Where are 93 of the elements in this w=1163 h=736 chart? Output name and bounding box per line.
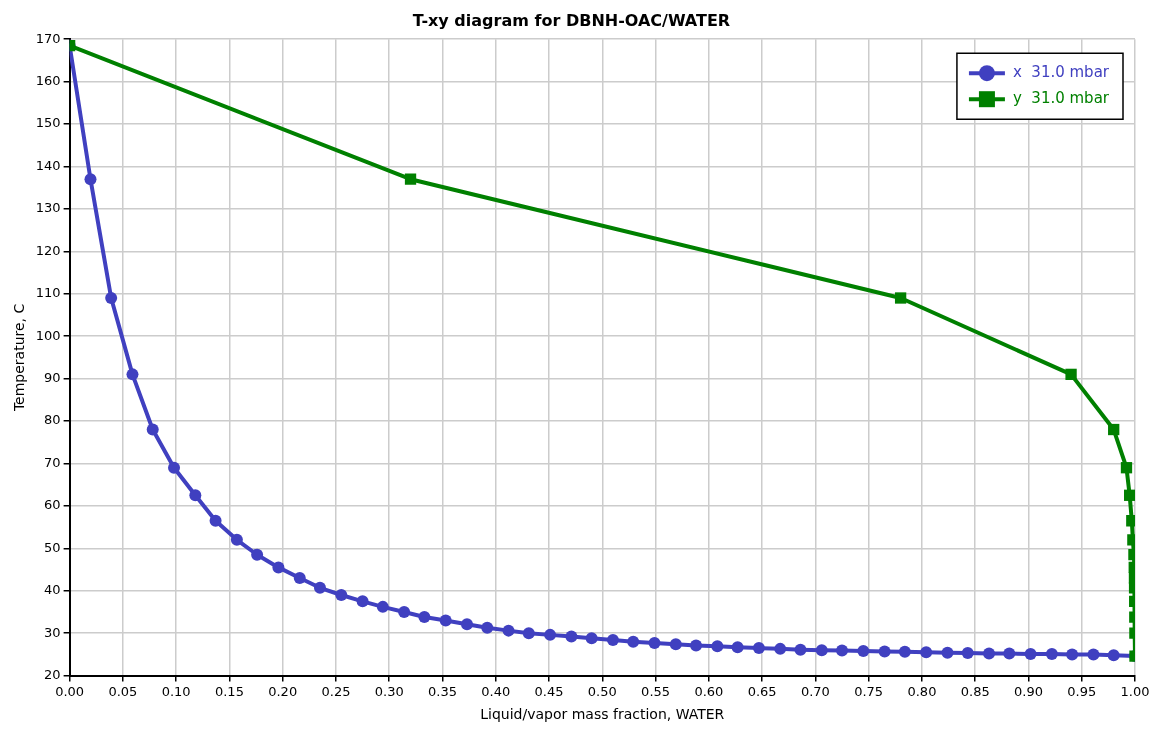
x-tick-label: 0.30 (374, 683, 404, 699)
y-tick-label: 140 (35, 157, 61, 173)
point (961, 647, 974, 660)
y-tick-label: 120 (35, 242, 61, 258)
x-tick-label: 0.70 (800, 683, 830, 699)
point (815, 644, 828, 657)
point (711, 640, 724, 653)
x-tick-label: 0.45 (534, 683, 564, 699)
point (481, 621, 494, 634)
x-tick-label: 0.35 (428, 683, 457, 699)
x-tick-label: 0.95 (1067, 683, 1097, 699)
point (439, 614, 452, 627)
point (606, 633, 619, 646)
point (1087, 648, 1100, 661)
point (230, 533, 243, 546)
point (376, 600, 389, 613)
point (272, 561, 285, 574)
y-tick-label: 20 (44, 666, 61, 682)
point (794, 643, 807, 656)
point (565, 630, 578, 643)
point (920, 646, 933, 659)
point (313, 581, 326, 594)
point (857, 644, 870, 657)
chart-title: T-xy diagram for DBNH-OAC/WATER (412, 10, 731, 30)
point (836, 644, 849, 657)
point (502, 624, 515, 637)
point (1003, 647, 1016, 660)
x-tick-label: 0.40 (481, 683, 511, 699)
point (251, 548, 264, 561)
x-tick-label: 0.60 (694, 683, 724, 699)
point (356, 595, 369, 608)
point (898, 645, 911, 658)
point (126, 368, 139, 381)
point (146, 423, 159, 436)
point (189, 489, 202, 502)
y-tick-label: 50 (44, 539, 61, 555)
point (418, 611, 431, 624)
point (398, 605, 411, 618)
point (690, 639, 703, 652)
x-tick-label: 0.20 (268, 683, 298, 699)
point (669, 638, 682, 651)
x-axis-title: Liquid/vapor mass fraction, WATER (480, 706, 725, 723)
x-tick-label: 0.55 (641, 683, 671, 699)
point (209, 514, 222, 527)
y-tick-label: 90 (44, 369, 61, 385)
point (878, 645, 891, 658)
point (731, 641, 744, 654)
y-tick-label: 130 (35, 200, 61, 216)
point (1066, 648, 1079, 661)
x-tick-label: 0.80 (907, 683, 937, 699)
legend-label: x 31.0 mbar (1012, 63, 1110, 82)
point (627, 635, 640, 648)
x-tick-label: 0.15 (214, 683, 244, 699)
y-tick-label: 40 (44, 582, 61, 598)
x-tick-label: 0.00 (55, 683, 85, 699)
y-tick-label: 70 (44, 454, 61, 470)
y-axis-title: Temperature, C (11, 303, 28, 413)
y-tick-label: 100 (35, 327, 61, 343)
point (293, 572, 306, 585)
point (983, 647, 996, 660)
x-tick-label: 0.90 (1013, 683, 1043, 699)
point (544, 628, 557, 641)
point (84, 173, 97, 186)
y-tick-label: 60 (44, 497, 61, 513)
y-tick-label: 30 (44, 624, 61, 640)
x-tick-label: 1.00 (1120, 683, 1150, 699)
x-tick-label: 0.65 (747, 683, 777, 699)
point (335, 588, 348, 601)
x-tick-label: 0.50 (587, 683, 617, 699)
point (752, 642, 765, 655)
point (105, 292, 118, 304)
x-tick-label: 0.75 (854, 683, 884, 699)
y-tick-label: 150 (35, 115, 61, 131)
y-tick-label: 170 (35, 30, 61, 46)
point (168, 461, 181, 474)
y-tick-label: 80 (44, 412, 61, 428)
x-tick-label: 0.05 (108, 683, 138, 699)
point (1045, 647, 1058, 660)
point (1107, 649, 1120, 662)
point (1024, 647, 1037, 660)
x-tick-label: 0.10 (161, 683, 191, 699)
point (461, 618, 473, 631)
point (522, 627, 535, 640)
point (774, 642, 787, 655)
y-tick-label: 110 (35, 285, 61, 301)
x-tick-label: 0.25 (321, 683, 351, 699)
point (1126, 515, 1135, 527)
legend-label: y 31.0 mbar (1012, 89, 1110, 108)
point (585, 632, 598, 645)
x-tick-label: 0.85 (960, 683, 990, 699)
y-tick-label: 160 (35, 73, 61, 88)
point (941, 646, 954, 659)
point (648, 636, 661, 649)
